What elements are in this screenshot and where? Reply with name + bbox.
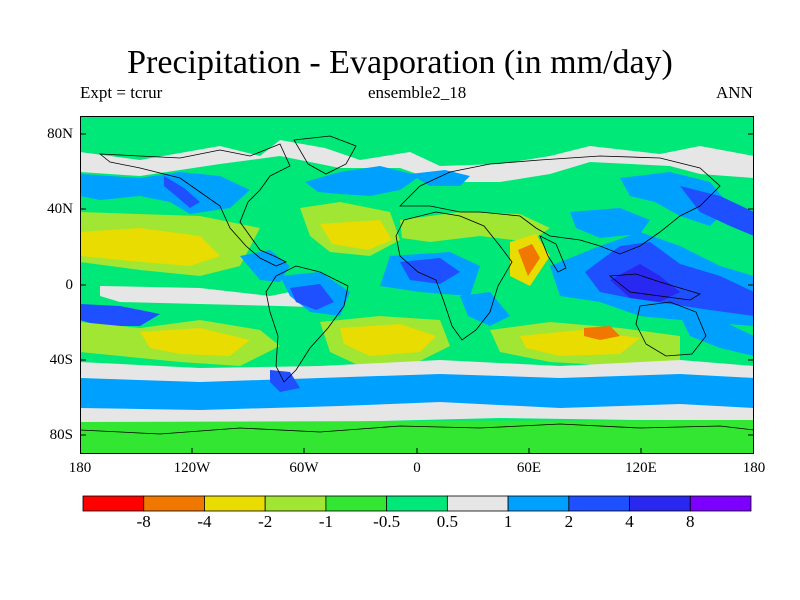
warm-pool-strong-wet xyxy=(610,264,680,302)
eurasia-coast xyxy=(399,155,721,255)
north-pacific-wet xyxy=(80,172,250,214)
colorbar-label: -2 xyxy=(258,512,273,531)
ensemble-label: ensemble2_18 xyxy=(368,83,467,102)
north-pacific-evap xyxy=(80,228,220,266)
lon-label-120e: 120E xyxy=(625,460,657,476)
arctic-dry-zone xyxy=(80,140,754,182)
north-atlantic-wet xyxy=(305,166,420,196)
lon-label-60e: 60E xyxy=(516,460,542,476)
colorbar-swatch xyxy=(82,495,145,512)
season-label: ANN xyxy=(716,83,753,102)
north-america-coast xyxy=(98,143,291,267)
colorbar-label: -8 xyxy=(136,512,151,531)
lon-label-60w: 60W xyxy=(289,460,319,476)
experiment-label: Expt = tcrur xyxy=(80,83,163,102)
tropical-pacific-itcz xyxy=(100,286,340,308)
south-pacific-wet xyxy=(80,304,160,326)
colorbar-swatch xyxy=(386,495,448,512)
arabian-sea-evap xyxy=(518,244,540,276)
colorbar-label: 2 xyxy=(564,512,574,531)
colorbar-label: 4 xyxy=(625,512,634,531)
colorbar-label: -4 xyxy=(197,512,212,531)
southern-ocean-wet xyxy=(80,374,754,412)
indonesia-coast xyxy=(608,273,701,301)
greenland-coast xyxy=(293,135,357,175)
amazon-strong-wet xyxy=(290,284,334,310)
lon-label-180w: 180 xyxy=(68,460,92,476)
sahara-arabia-dry xyxy=(400,212,550,242)
antarctic-coastal-dry xyxy=(80,402,754,424)
lon-label-0: 0 xyxy=(413,460,421,476)
lon-label-180e: 180 xyxy=(742,460,766,476)
chart-title: Precipitation - Evaporation (in mm/day) xyxy=(127,44,673,81)
map-ticks xyxy=(80,133,754,454)
lat-label-80s: 80S xyxy=(49,427,73,443)
nw-pacific-wet xyxy=(680,186,754,236)
east-asia-wet xyxy=(570,208,650,238)
antarctica-coast xyxy=(80,423,754,435)
colorbar-swatch xyxy=(629,495,691,512)
colorbar xyxy=(82,495,752,512)
lat-label-40s: 40S xyxy=(49,352,73,368)
scandinavia-wet xyxy=(410,170,470,186)
colorbar-label: 1 xyxy=(503,512,513,531)
coastlines xyxy=(80,135,754,435)
south-atlantic-evap xyxy=(340,324,436,356)
colorbar-label: -0.5 xyxy=(373,512,401,531)
australia-coast xyxy=(635,301,707,357)
colorbar-swatch xyxy=(264,495,327,512)
south-america-coast xyxy=(265,265,349,383)
south-pacific-evap xyxy=(140,328,250,356)
north-atlantic-evap xyxy=(320,220,392,250)
colorbar-swatch xyxy=(325,495,388,512)
africa-coast xyxy=(395,211,513,341)
colorbar-swatch xyxy=(204,495,266,512)
india-coast xyxy=(539,235,567,273)
south-indian-strong-evap xyxy=(584,326,620,340)
lat-label-eq: 0 xyxy=(65,277,74,293)
lat-label-80n: 80N xyxy=(47,126,73,142)
maritime-continent-wet xyxy=(585,242,754,316)
lat-label-40n: 40N xyxy=(47,201,73,217)
colorbar-swatch xyxy=(689,495,752,512)
colorbar-label: 0.5 xyxy=(436,512,458,531)
colorbar-swatch xyxy=(446,495,509,512)
south-pacific-convergence xyxy=(680,316,754,356)
colorbar-swatch xyxy=(143,495,205,512)
lon-label-120w: 120W xyxy=(173,460,211,476)
colorbar-label: 8 xyxy=(686,512,695,531)
central-africa-strong-wet xyxy=(400,258,460,284)
alaska-coast-wet xyxy=(164,176,200,208)
precipitation-minus-evaporation-map xyxy=(80,116,754,454)
south-africa-wet xyxy=(460,292,510,326)
colorbar-label: -1 xyxy=(318,512,333,531)
colorbar-swatch xyxy=(568,495,630,512)
colorbar-swatch xyxy=(507,495,570,512)
